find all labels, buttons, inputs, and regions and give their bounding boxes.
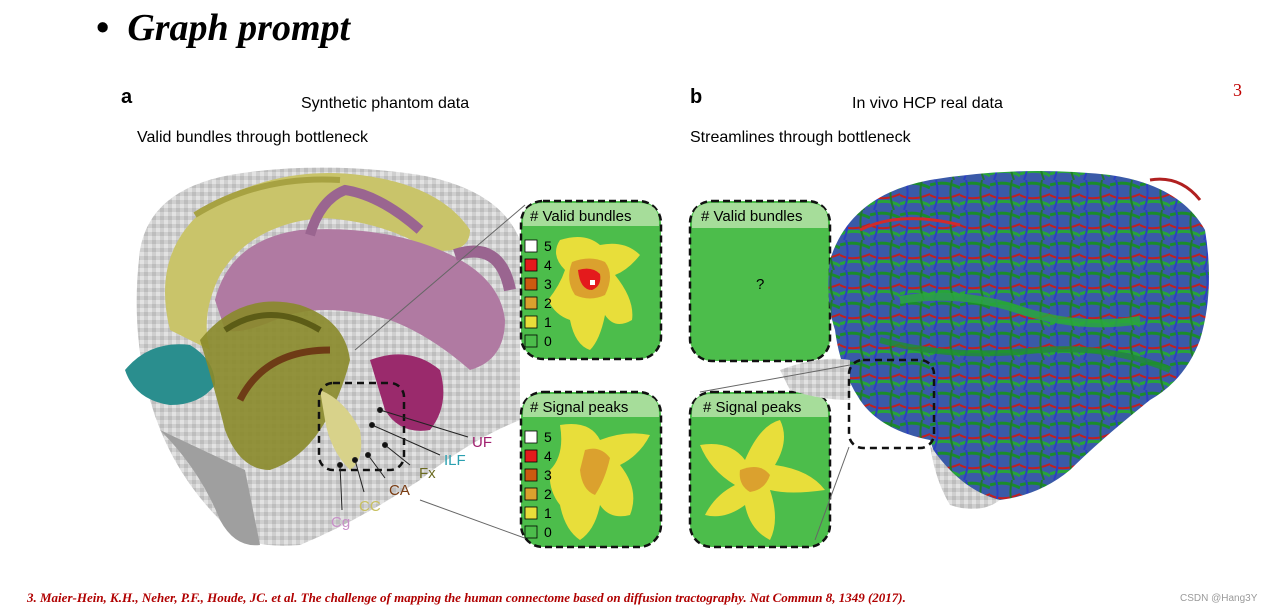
inset-b-valid-bundles: # Valid bundles ?: [688, 199, 832, 363]
legend-a-bottom-4: 4: [544, 448, 552, 464]
legend-a-bottom-0: 0: [544, 524, 552, 540]
panel-b-letter: b: [690, 86, 703, 108]
tract-label-ca: CA: [389, 482, 410, 499]
watermark: CSDN @Hang3Y: [1180, 593, 1258, 604]
tract-label-uf: UF: [472, 434, 492, 451]
legend-a-bottom-5: 5: [544, 429, 552, 445]
bottleneck-box-b: [847, 358, 936, 450]
legend-a-bottom-3: 3: [544, 467, 552, 483]
legend-a-top-4: 4: [544, 257, 552, 273]
panel-a-subtitle: Valid bundles through bottleneck: [137, 129, 368, 146]
inset-b-signal-peaks: # Signal peaks: [688, 390, 832, 549]
tract-label-cg: Cg: [331, 514, 350, 531]
legend-a-bottom-2: 2: [544, 486, 552, 502]
inset-b-bottom-title: # Signal peaks: [703, 399, 801, 416]
tract-pointers: [337, 204, 531, 541]
tract-label-fx: Fx: [419, 465, 436, 482]
legend-a-top-1: 1: [544, 314, 552, 330]
panel-b-subtitle: Streamlines through bottleneck: [690, 129, 911, 146]
b-connector-lines: [699, 364, 851, 541]
slide-title: • Graph prompt: [96, 6, 350, 50]
panel-b-title: In vivo HCP real data: [852, 95, 1003, 112]
panel-a-letter: a: [121, 86, 133, 108]
inset-a-bottom-title: # Signal peaks: [530, 399, 628, 416]
inset-a-valid-bundles: # Valid bundles 5 4 3 2 1 0: [519, 199, 663, 361]
panel-a-title: Synthetic phantom data: [301, 95, 470, 112]
citation: 3. Maier-Hein, K.H., Neher, P.F., Houde,…: [27, 590, 906, 605]
inset-a-top-title: # Valid bundles: [530, 208, 631, 225]
inset-a-signal-peaks: # Signal peaks 5 4 3 2 1 0: [519, 390, 663, 549]
legend-a-top-0: 0: [544, 333, 552, 349]
phantom-brain: [125, 167, 520, 546]
tract-label-ilf: ILF: [444, 452, 466, 469]
legend-a-bottom-1: 1: [544, 505, 552, 521]
slide-number: 3: [1233, 80, 1242, 100]
inset-b-placeholder: ?: [756, 276, 764, 293]
legend-a-top-3: 3: [544, 276, 552, 292]
slide-title-text: Graph prompt: [127, 7, 351, 49]
bottleneck-box-a: [317, 381, 406, 472]
inset-b-top-title: # Valid bundles: [701, 208, 802, 225]
legend-a-top-2: 2: [544, 295, 552, 311]
hcp-brain: [780, 171, 1209, 509]
legend-a-top-5: 5: [544, 238, 552, 254]
tract-label-cc: CC: [359, 498, 381, 515]
bullet: •: [96, 7, 110, 49]
